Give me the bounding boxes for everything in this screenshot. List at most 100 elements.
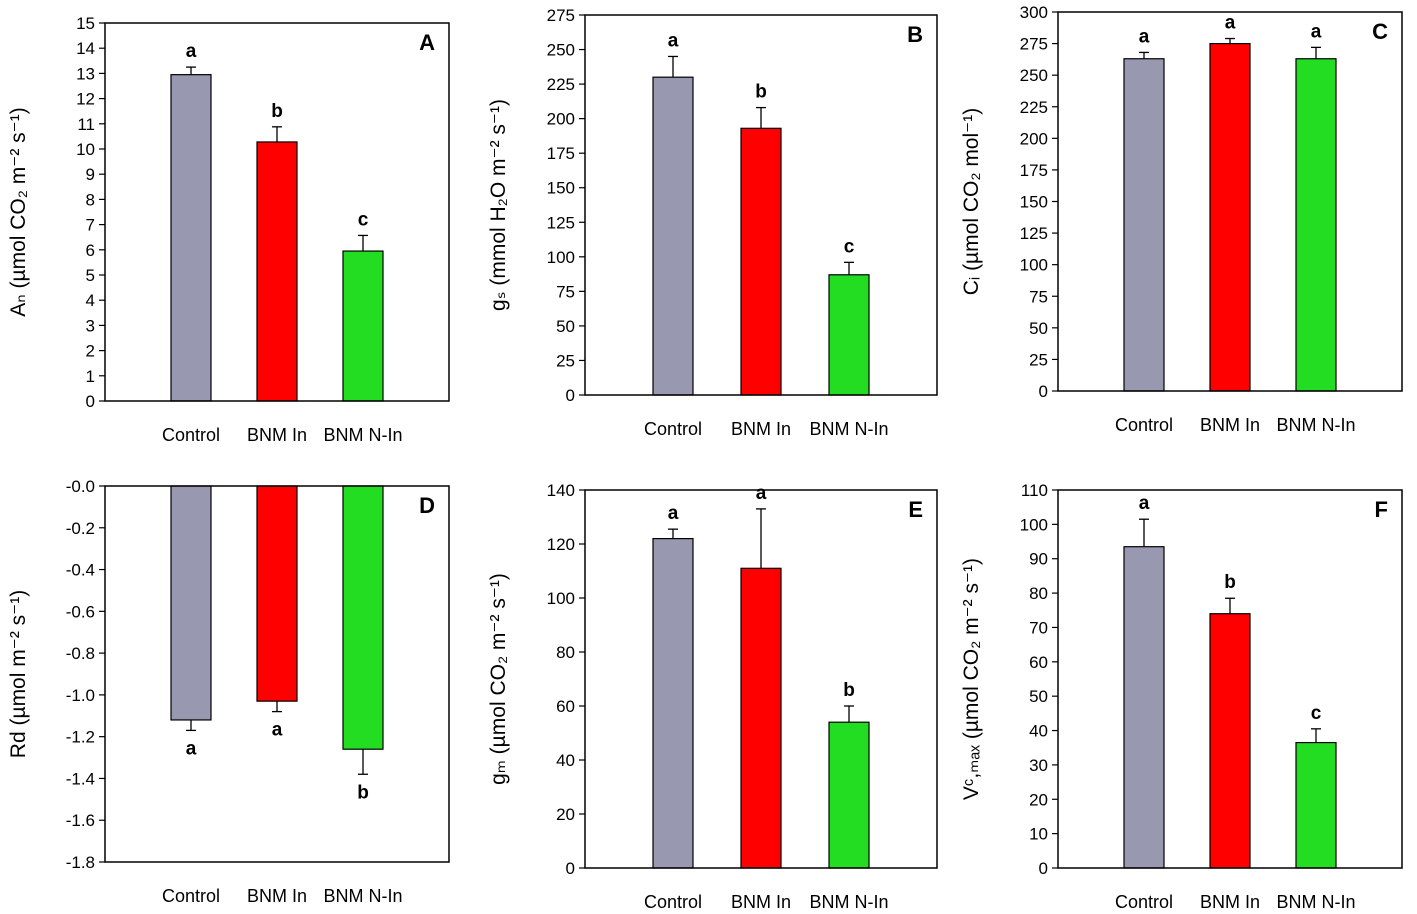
y-tick-label: 50 <box>1029 687 1048 706</box>
y-tick-label: 15 <box>76 14 95 33</box>
plot-frame <box>104 485 450 863</box>
y-tick-label: 12 <box>76 90 95 109</box>
significance-letter: b <box>755 82 767 103</box>
panel-d: -1.8 -1.6 -1.4 -1.2 -1.0 -0.8 -0.6 -0.4 -0.2 -0.0… <box>7 477 450 906</box>
y-tick-label: 60 <box>556 697 575 716</box>
y-axis-label: Aₙ (µmol CO₂ m⁻² s⁻¹) <box>7 107 30 316</box>
bar-bnm-in <box>740 127 782 396</box>
panel-label: B <box>907 22 923 47</box>
y-tick-label: 40 <box>556 751 575 770</box>
y-tick-label: 120 <box>547 535 575 554</box>
y-tick-label: 150 <box>1020 193 1048 212</box>
x-category-label: BNM N-In <box>1276 415 1355 435</box>
y-tick-label: 80 <box>556 643 575 662</box>
bar-bnm-n-in <box>828 721 870 869</box>
bar-bnm-in <box>256 141 298 402</box>
y-tick-label: 150 <box>547 179 575 198</box>
significance-letter: a <box>756 483 767 504</box>
y-tick-label: 10 <box>1029 825 1048 844</box>
y-tick-label: 100 <box>1020 256 1048 275</box>
significance-letter: a <box>1139 26 1150 47</box>
bar-bnm-in <box>256 485 298 702</box>
significance-letter: a <box>668 503 679 524</box>
x-category-label: BNM N-In <box>809 419 888 439</box>
y-tick-label: 100 <box>547 589 575 608</box>
x-category-label: BNM N-In <box>1276 892 1355 912</box>
y-tick-label: 14 <box>76 39 95 58</box>
y-tick-label: -0.2 <box>66 519 95 538</box>
x-category-label: BNM In <box>247 886 307 906</box>
y-tick-label: -1.4 <box>66 769 95 788</box>
x-category-label: BNM In <box>731 419 791 439</box>
bar-bnm-n-in <box>1295 741 1337 869</box>
y-tick-label: 75 <box>556 282 575 301</box>
panel-label: D <box>419 493 435 518</box>
bar-control <box>170 485 212 721</box>
y-tick-label: 6 <box>86 241 95 260</box>
y-tick-label: -1.0 <box>66 686 95 705</box>
x-category-label: BNM N-In <box>323 886 402 906</box>
y-tick-label: 11 <box>77 115 95 134</box>
y-axis-label: gₘ (µmol CO₂ m⁻² s⁻¹) <box>487 573 510 785</box>
y-tick-label: 225 <box>547 75 575 94</box>
x-category-label: BNM N-In <box>323 425 402 445</box>
panel-b: 0 25 50 75 100 125 150 175 200 225 250 275 a Control b… <box>487 6 938 439</box>
x-category-label: Control <box>644 892 702 912</box>
x-category-label: BNM In <box>247 425 307 445</box>
x-category-label: Control <box>1115 415 1173 435</box>
significance-letter: c <box>844 236 855 257</box>
y-tick-label: 75 <box>1029 287 1048 306</box>
bar-bnm-n-in <box>1295 58 1337 392</box>
y-tick-label: 40 <box>1029 722 1048 741</box>
y-tick-label: 30 <box>1029 756 1048 775</box>
plot-frame <box>584 489 938 869</box>
y-tick-label: 5 <box>86 266 95 285</box>
x-category-label: BNM In <box>1200 415 1260 435</box>
y-tick-label: 25 <box>1029 350 1048 369</box>
y-tick-label: 0 <box>566 386 575 405</box>
panel-label: E <box>908 497 923 522</box>
y-axis-label: gₛ (mmol H₂O m⁻² s⁻¹) <box>487 99 510 311</box>
x-category-label: Control <box>644 419 702 439</box>
y-tick-label: 100 <box>547 248 575 267</box>
bar-control <box>1123 58 1165 392</box>
y-tick-label: -0.0 <box>66 477 95 496</box>
significance-letter: c <box>1311 703 1322 724</box>
y-tick-label: 100 <box>1020 515 1048 534</box>
bar-bnm-n-in <box>342 250 384 402</box>
y-tick-label: 275 <box>1020 35 1048 54</box>
significance-letter: a <box>186 738 197 759</box>
y-tick-label: 25 <box>556 351 575 370</box>
y-tick-label: 50 <box>556 317 575 336</box>
bar-bnm-in <box>1209 42 1251 392</box>
bar-bnm-in <box>1209 613 1251 869</box>
bar-control <box>1123 546 1165 869</box>
y-tick-label: 140 <box>547 481 575 500</box>
y-tick-label: 0 <box>1039 859 1048 878</box>
y-tick-label: -0.8 <box>66 644 95 663</box>
y-tick-label: -1.8 <box>66 853 95 872</box>
y-axis-label: Vᶜ,ₘₐₓ (µmol CO₂ m⁻² s⁻¹) <box>960 558 983 800</box>
y-tick-label: 20 <box>556 805 575 824</box>
y-axis-label: Cᵢ (µmol CO₂ mol⁻¹) <box>960 108 983 295</box>
y-tick-label: 0 <box>86 392 95 411</box>
y-tick-label: 50 <box>1029 319 1048 338</box>
y-tick-label: -1.6 <box>66 811 95 830</box>
panel-label: A <box>419 30 435 55</box>
y-tick-label: 250 <box>1020 66 1048 85</box>
x-category-label: BNM N-In <box>809 892 888 912</box>
x-category-label: Control <box>162 886 220 906</box>
significance-letter: a <box>272 720 283 741</box>
significance-letter: a <box>1225 13 1236 34</box>
plot-frame <box>1057 489 1403 869</box>
y-tick-label: -0.4 <box>66 561 95 580</box>
significance-letter: b <box>271 101 283 122</box>
y-tick-label: 275 <box>547 6 575 25</box>
plot-frame <box>584 14 938 396</box>
plot-frame <box>1057 11 1403 392</box>
y-tick-label: 13 <box>76 64 95 83</box>
panel-label: C <box>1372 19 1388 44</box>
bar-control <box>170 74 212 402</box>
